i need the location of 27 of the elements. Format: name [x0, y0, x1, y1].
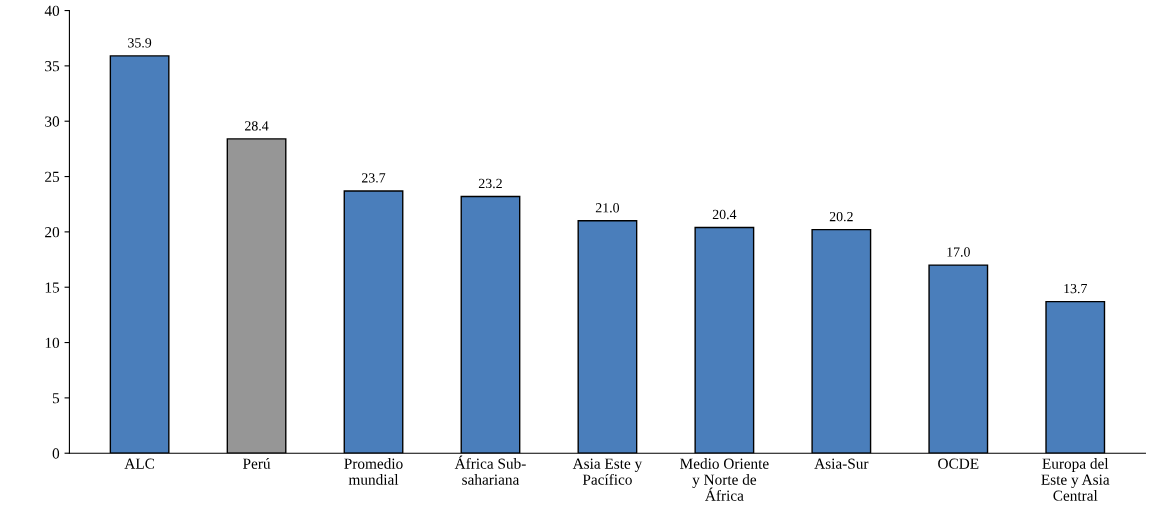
x-tick-label: Perú [242, 458, 271, 469]
y-tick-label: 20 [45, 227, 60, 238]
data-label: 28.4 [245, 121, 269, 131]
data-label: 23.2 [478, 178, 502, 189]
data-label: 17.0 [947, 247, 970, 257]
data-label: 23.7 [361, 173, 386, 183]
y-tick-label: 35 [45, 61, 60, 72]
x-tick-label: Europa del Este y Asia Central [1041, 458, 1110, 501]
x-tick-label: África Sub- sahariana [454, 455, 526, 485]
data-label: 20.2 [829, 211, 853, 222]
data-label: 13.7 [1064, 283, 1088, 294]
y-tick-label: 15 [45, 282, 60, 293]
y-tick-label: 0 [52, 448, 60, 459]
x-tick-label: Asia-Sur [814, 458, 869, 469]
y-tick-label: 5 [52, 393, 60, 404]
y-tick-label: 10 [45, 337, 60, 348]
y-tick-label: 40 [44, 5, 60, 16]
x-tick-label: Promedio mundial [344, 458, 403, 485]
x-tick-label: OCDE [938, 458, 979, 469]
x-tick-label: ALC [124, 458, 155, 469]
data-label: 35.9 [128, 38, 152, 48]
y-tick-label: 30 [45, 116, 60, 127]
x-tick-label: Asia Este y Pacífico [572, 458, 643, 485]
y-tick-label: 25 [45, 171, 60, 182]
x-tick-label: Medio Oriente y Norte de África [680, 458, 769, 501]
data-label: 20.4 [712, 209, 737, 220]
data-label: 21.0 [595, 203, 620, 213]
